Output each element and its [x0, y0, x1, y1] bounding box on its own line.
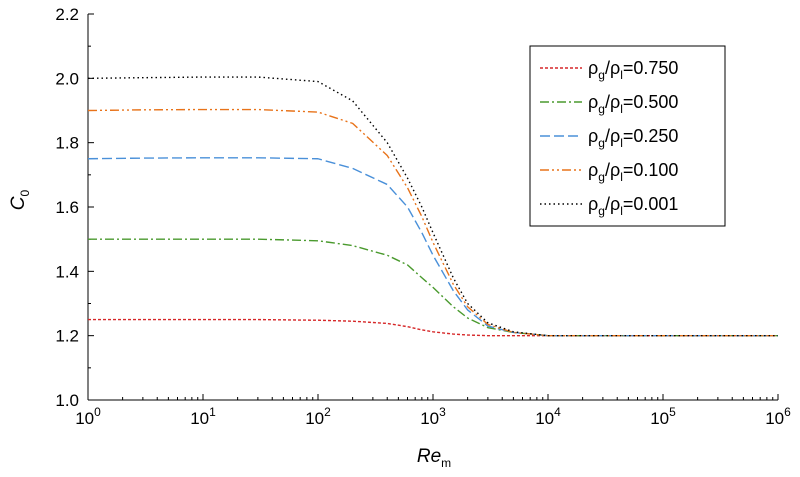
legend-label-3: ρg/ρl=0.250 — [588, 126, 678, 150]
series-layer — [87, 76, 778, 337]
x-tick-label: 103 — [420, 405, 446, 428]
y-tick-label: 2.2 — [55, 5, 79, 24]
x-tick-label: 104 — [535, 405, 561, 428]
legend-label-4: ρg/ρl=0.100 — [588, 160, 678, 184]
x-tick-label: 101 — [190, 405, 216, 428]
x-tick-label: 106 — [765, 405, 791, 428]
y-axis-title-sub: 0 — [18, 189, 32, 196]
y-tick-label: 1.0 — [55, 391, 79, 410]
y-tick-label: 1.2 — [55, 327, 79, 346]
y-tick-label: 1.4 — [55, 262, 79, 281]
y-tick-label: 2.0 — [55, 69, 79, 88]
series-line-1 — [88, 318, 778, 337]
series-line-2 — [88, 238, 778, 337]
x-tick-label: 105 — [650, 405, 676, 428]
y-axis-title-main: C — [8, 196, 29, 210]
y-tick-label: 1.8 — [55, 134, 79, 153]
x-axis-title-main: Re — [417, 446, 441, 467]
legend: ρg/ρl=0.750 ρg/ρl=0.500 ρg/ρl=0.250 ρg/ρl=0… — [529, 45, 726, 227]
series-line-4 — [87, 108, 778, 337]
x-tick-label: 100 — [75, 405, 101, 428]
legend-label-5: ρg/ρl=0.001 — [588, 194, 678, 218]
legend-label-1: ρg/ρl=0.750 — [588, 58, 678, 82]
x-axis-title-sub: m — [441, 456, 451, 470]
legend-label-2: ρg/ρl=0.500 — [588, 92, 678, 116]
x-tick-label: 102 — [305, 405, 331, 428]
axes: 1.0 1.2 1.4 1.6 1.8 2.0 2.2 100 101 102 103 104 105 1… — [55, 5, 791, 428]
x-axis-title: Rem — [417, 446, 451, 470]
y-axis-title: C0 — [8, 189, 32, 210]
series-line-5 — [87, 76, 778, 337]
y-tick-label: 1.6 — [55, 198, 79, 217]
